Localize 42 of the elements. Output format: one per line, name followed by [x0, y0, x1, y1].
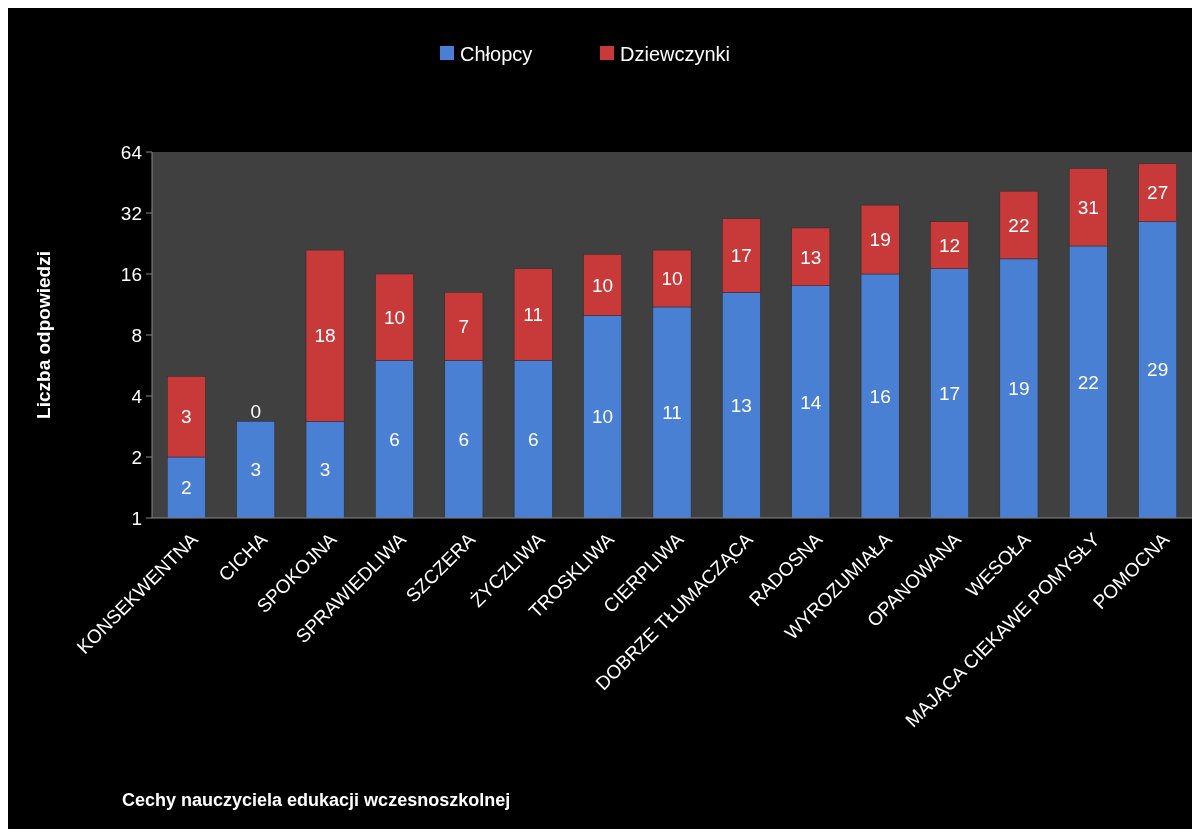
data-label: 18: [314, 325, 336, 347]
data-label: 10: [592, 274, 614, 296]
data-label: 10: [592, 406, 614, 428]
data-label: 16: [869, 385, 891, 407]
data-label: 13: [800, 246, 822, 268]
y-tick-label: 2: [131, 446, 142, 468]
data-label: 17: [938, 382, 961, 404]
data-label: 12: [938, 234, 961, 256]
data-label: 22: [1008, 214, 1030, 236]
y-tick-label: 16: [120, 263, 142, 285]
data-label: 7: [458, 315, 470, 337]
data-label: 22: [1077, 371, 1099, 393]
data-label: 3: [250, 459, 262, 481]
y-axis-title: Liczba odpowiedzi: [33, 251, 54, 419]
data-label: 17: [730, 245, 752, 267]
data-label: 11: [523, 304, 544, 326]
y-tick-label: 8: [131, 324, 142, 346]
data-label: 10: [661, 268, 683, 290]
legend-label: Chłopcy: [460, 43, 533, 65]
y-tick-label: 1: [131, 507, 142, 529]
data-label: 10: [383, 306, 406, 328]
data-label: 3: [319, 459, 331, 481]
x-axis-title: Cechy nauczyciela edukacji wczesnoszkolnej: [122, 790, 511, 810]
data-label: 6: [389, 428, 400, 450]
data-label: 19: [1008, 378, 1030, 400]
data-label: 3: [181, 406, 192, 428]
text: 0: [250, 400, 262, 422]
data-label: 14: [800, 391, 822, 413]
data-label: 27: [1147, 182, 1169, 204]
data-label: 6: [527, 428, 539, 450]
data-label: 11: [662, 402, 682, 424]
data-label: 13: [730, 394, 752, 416]
legend-label: Dziewczynki: [620, 43, 731, 65]
y-tick-label: 64: [120, 141, 143, 163]
y-tick-label: 4: [131, 385, 143, 407]
data-label: 2: [181, 477, 192, 499]
data-label: 31: [1077, 196, 1099, 218]
data-label: 6: [458, 428, 470, 450]
bar: [236, 421, 276, 519]
y-tick-label: 32: [120, 202, 142, 224]
data-label: 29: [1147, 359, 1169, 381]
data-label: 19: [869, 229, 891, 251]
